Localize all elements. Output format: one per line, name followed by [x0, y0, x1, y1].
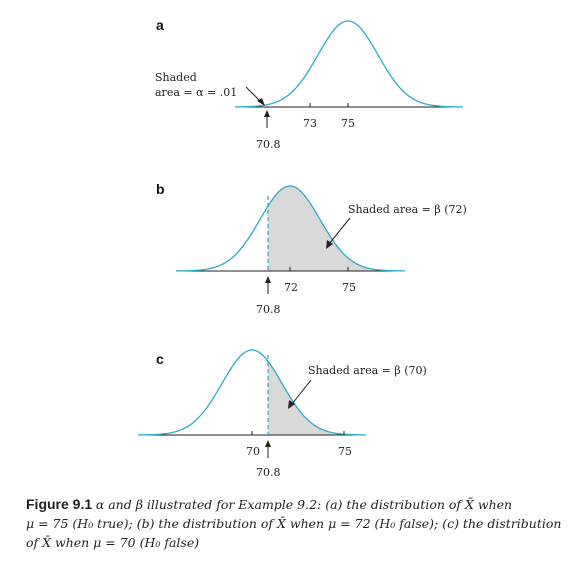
panel-b-pointer-arrowhead [326, 240, 333, 249]
caption-line-2: μ = 75 (H₀ true); (b) the distribution o… [26, 516, 562, 531]
panel-b-letter: b [156, 181, 165, 197]
panel-a-critical-value: 70.8 [256, 138, 281, 151]
panel-b: b 72 75 Shaded area = β (72) 70.8 [156, 181, 467, 316]
caption-line-3: of X̄ when μ = 70 (H₀ false) [26, 535, 200, 550]
panel-b-critical-value: 70.8 [256, 303, 281, 316]
panel-c-shaded-region [268, 361, 366, 435]
panel-c: c 70 75 Shaded area = β (70) 70.8 [138, 349, 427, 479]
caption-line-1-text: α and β illustrated for Example 9.2: (a)… [95, 497, 513, 512]
panel-a-letter: a [156, 17, 164, 33]
panel-c-tick-label-70: 70 [246, 445, 260, 458]
figure-caption: Figure 9.1 α and β illustrated for Examp… [26, 495, 562, 552]
panel-c-pointer-arrowhead [288, 400, 295, 409]
panel-c-tick-label-75: 75 [338, 445, 352, 458]
panel-a-curve [235, 20, 463, 108]
panel-a-shaded-label-1: Shaded [155, 71, 197, 84]
panel-c-shaded-label: Shaded area = β (70) [308, 364, 427, 377]
panel-b-pointer-arrow [328, 217, 351, 245]
panel-a-shaded-label-2: area = α = .01 [155, 86, 237, 99]
panel-a: a 73 75 Shaded area = α = .01 70.8 [155, 17, 463, 151]
panel-c-pointer-arrow [291, 379, 312, 405]
panel-a-tick-label-75: 75 [341, 117, 355, 130]
panel-c-curve [138, 349, 366, 436]
panel-c-critical-value: 70.8 [256, 466, 281, 479]
panel-c-letter: c [156, 351, 164, 367]
caption-figure-number: Figure 9.1 [26, 496, 93, 512]
panel-a-critical-arrowhead [264, 110, 270, 117]
caption-line-1: Figure 9.1 α and β illustrated for Examp… [26, 495, 562, 514]
panel-c-critical-arrowhead [265, 440, 271, 447]
panel-b-tick-label-75: 75 [342, 281, 356, 294]
panel-a-pointer-arrowhead [257, 98, 265, 106]
panel-b-shaded-region [268, 186, 405, 271]
panel-b-shaded-label: Shaded area = β (72) [348, 203, 467, 216]
panel-b-curve [176, 185, 405, 272]
panel-b-tick-label-72: 72 [284, 281, 298, 294]
panel-b-critical-arrowhead [265, 276, 271, 283]
panel-a-tick-label-73: 73 [303, 117, 317, 130]
